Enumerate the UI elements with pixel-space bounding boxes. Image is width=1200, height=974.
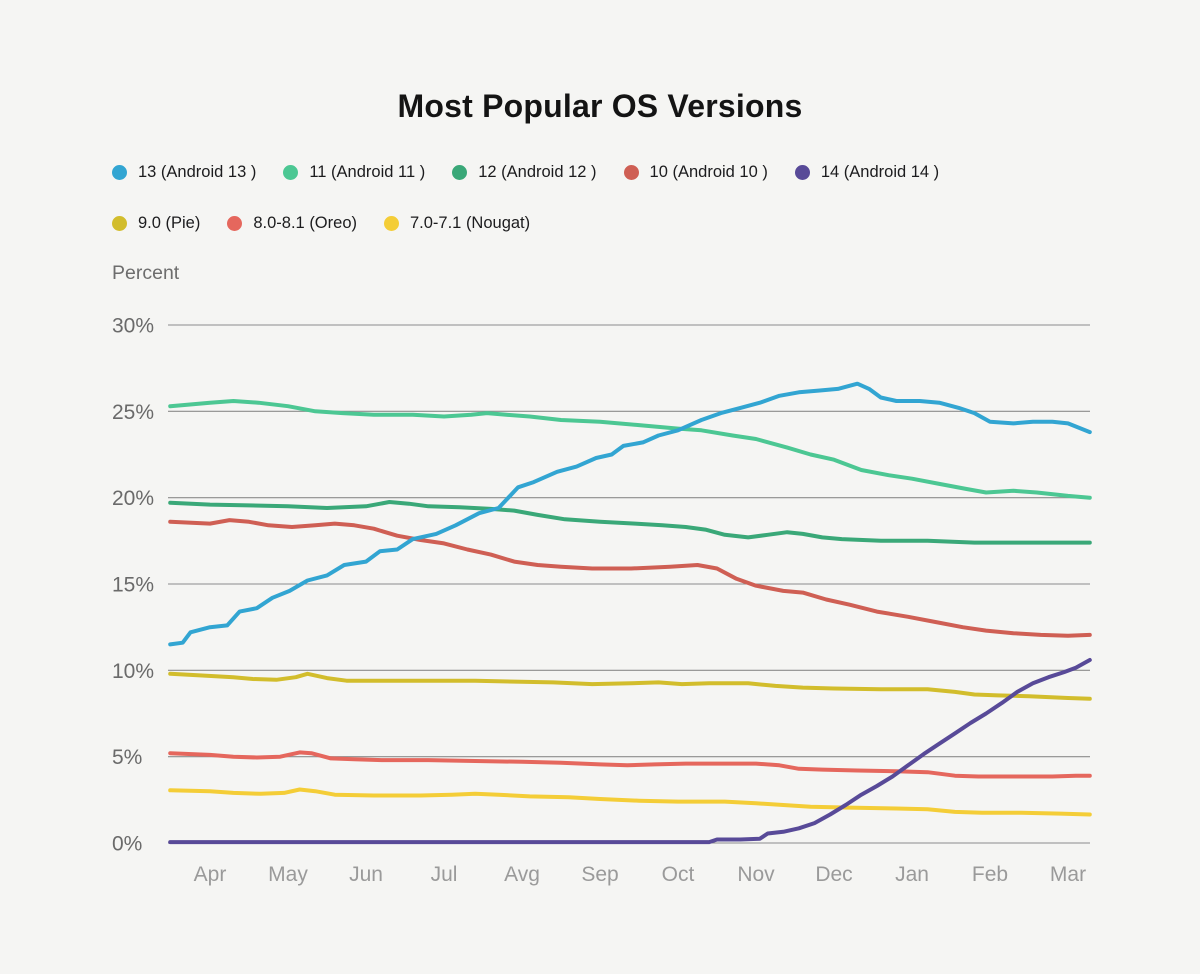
legend-item-10: 10 (Android 10 ) (623, 163, 768, 182)
legend-item-label: 9.0 (Pie) (138, 214, 201, 232)
x-tick-label: May (268, 863, 308, 886)
legend-item-label: 14 (Android 14 ) (820, 163, 940, 181)
x-tick-label: Apr (194, 863, 227, 886)
legend-item-label: 11 (Android 11 ) (309, 163, 426, 181)
x-tick-label: Feb (972, 863, 1008, 886)
x-tick-label: Jan (895, 863, 929, 886)
legend-dot-icon (794, 165, 810, 180)
legend-item-label: 13 (Android 13 ) (138, 163, 257, 181)
series-line-9-0 (168, 671, 1092, 701)
legend-item-7-0-7-1: 7.0-7.1 (Nougat) (383, 214, 531, 233)
series-line-8-0-8-1 (168, 750, 1092, 779)
series-line-7-0-7-1 (168, 787, 1092, 817)
legend-dot-icon (452, 165, 468, 180)
y-axis-title: Percent (112, 262, 180, 284)
legend-item-14: 14 (Android 14 ) (794, 163, 940, 182)
legend-item-label: 8.0-8.1 (Oreo) (253, 214, 357, 232)
chart-title: Most Popular OS Versions (397, 88, 803, 124)
legend-item-label: 12 (Android 12 ) (478, 163, 597, 181)
legend-dot-icon (112, 216, 127, 231)
series-line-13 (168, 381, 1092, 647)
y-tick-label: 10% (112, 660, 154, 683)
legend-dot-icon (623, 165, 639, 180)
y-tick-label: 30% (112, 315, 154, 338)
legend-item-label: 7.0-7.1 (Nougat) (409, 214, 531, 232)
x-tick-label: Mar (1050, 863, 1086, 886)
y-tick-label: 5% (112, 746, 142, 769)
legend-item-13: 13 (Android 13 ) (112, 163, 256, 182)
legend-dot-icon (227, 216, 243, 231)
legend-dot-icon (383, 216, 399, 231)
legend-item-11: 11 (Android 11 ) (283, 163, 425, 182)
x-tick-label: Nov (737, 863, 775, 886)
legend-item-label: 10 (Android 10 ) (649, 163, 768, 181)
legend-dot-icon (112, 165, 127, 180)
y-tick-label: 15% (112, 574, 154, 597)
y-tick-label: 20% (112, 487, 154, 510)
series-line-14 (168, 658, 1092, 845)
legend-item-9-0: 9.0 (Pie) (112, 214, 200, 233)
series-line-10 (168, 518, 1092, 638)
x-tick-label: Avg (504, 863, 540, 886)
x-tick-label: Sep (581, 863, 618, 886)
legend: 13 (Android 13 ) 11 (Android 11 ) 12 (Andr… (112, 163, 1112, 233)
y-tick-label: 0% (112, 833, 142, 856)
x-tick-label: Jul (431, 863, 458, 886)
x-tick-label: Oct (662, 863, 695, 886)
legend-item-8-0-8-1: 8.0-8.1 (Oreo) (227, 214, 357, 233)
y-tick-label: 25% (112, 401, 154, 424)
legend-dot-icon (283, 165, 299, 180)
x-tick-label: Jun (349, 863, 383, 886)
legend-item-12: 12 (Android 12 ) (452, 163, 597, 182)
series-line-11 (168, 399, 1092, 500)
series-line-12 (168, 500, 1092, 545)
x-tick-label: Dec (815, 863, 852, 886)
